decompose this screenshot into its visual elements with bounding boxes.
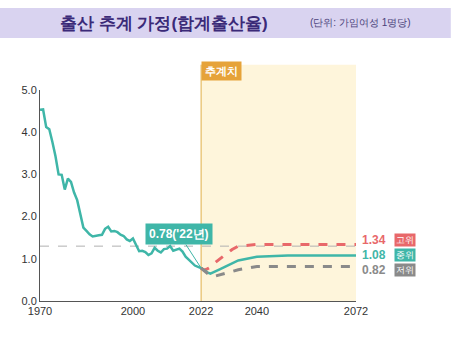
- svg-text:출산 추계 가정(합계출산율): 출산 추계 가정(합계출산율): [60, 14, 268, 33]
- svg-text:1.34: 1.34: [362, 233, 386, 247]
- svg-text:3.0: 3.0: [22, 168, 37, 180]
- svg-text:5.0: 5.0: [22, 84, 37, 96]
- svg-text:고위: 고위: [396, 235, 414, 245]
- svg-text:1.08: 1.08: [362, 248, 386, 262]
- svg-text:2000: 2000: [121, 305, 145, 317]
- svg-text:2022: 2022: [189, 305, 213, 317]
- svg-text:저위: 저위: [396, 265, 414, 275]
- svg-text:2072: 2072: [344, 305, 368, 317]
- svg-text:0.78('22년): 0.78('22년): [149, 227, 209, 241]
- svg-text:0.82: 0.82: [362, 263, 386, 277]
- svg-text:2.0: 2.0: [22, 210, 37, 222]
- svg-text:1.0: 1.0: [22, 253, 37, 265]
- svg-text:4.0: 4.0: [22, 126, 37, 138]
- svg-text:1970: 1970: [28, 305, 52, 317]
- svg-text:0.0: 0.0: [22, 295, 37, 307]
- svg-text:중위: 중위: [396, 250, 414, 260]
- svg-text:(단위: 가임여성 1명당): (단위: 가임여성 1명당): [310, 17, 411, 28]
- svg-text:추계치: 추계치: [205, 65, 238, 77]
- svg-text:2040: 2040: [245, 305, 269, 317]
